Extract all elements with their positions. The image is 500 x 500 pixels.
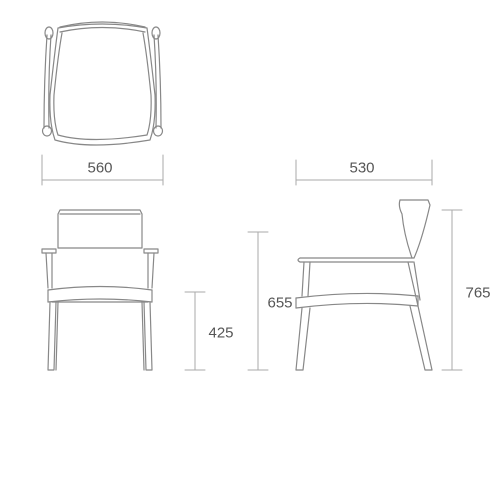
- dim-arm-height-label: 655: [267, 295, 292, 312]
- dim-depth-label: 530: [349, 160, 374, 177]
- top-view: [43, 22, 163, 145]
- dim-total-height-label: 765: [465, 285, 490, 302]
- dim-width-label: 560: [87, 160, 112, 177]
- chair-dimension-diagram: [0, 0, 500, 500]
- side-view: [296, 200, 432, 370]
- front-view: [42, 210, 158, 370]
- dim-seat-height-label: 425: [208, 325, 233, 342]
